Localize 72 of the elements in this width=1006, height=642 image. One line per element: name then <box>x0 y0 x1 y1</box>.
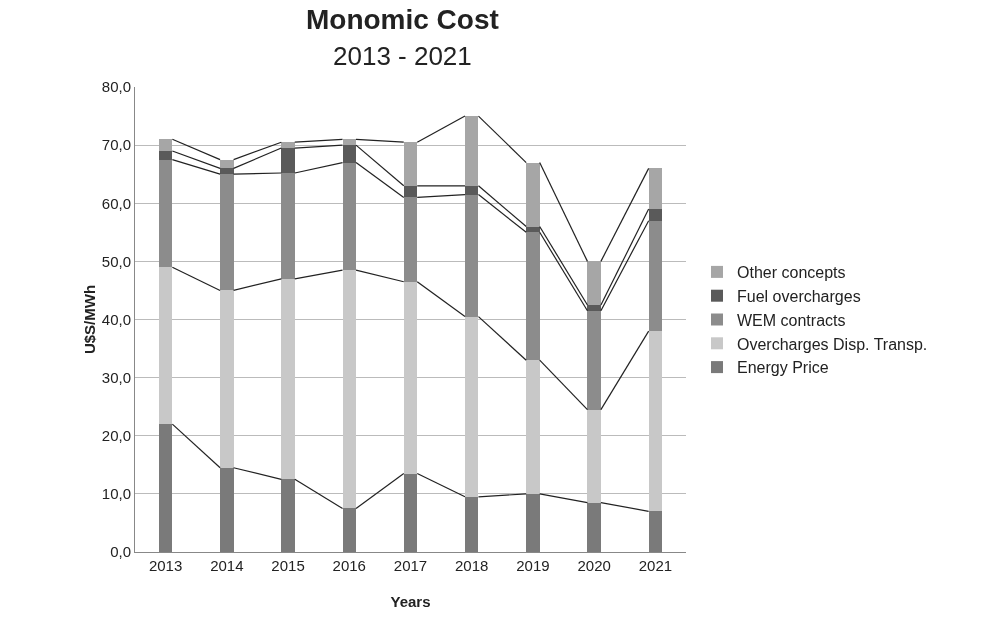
bar <box>403 185 418 198</box>
bar <box>342 508 357 552</box>
bar <box>220 168 234 175</box>
bar <box>342 162 357 271</box>
bar <box>464 116 479 186</box>
y-tick-label: 40,0 <box>101 310 131 328</box>
bar <box>526 232 540 361</box>
x-tick-label: 2016 <box>332 557 366 574</box>
bar <box>526 226 540 233</box>
x-tick-label: 2020 <box>577 557 611 574</box>
y-axis-title: U$S/MWh <box>81 284 98 355</box>
bar <box>526 493 540 552</box>
x-tick-label: 2017 <box>393 557 428 574</box>
bar <box>342 270 357 509</box>
chart-title: Monomic Cost <box>305 3 499 35</box>
x-axis-title: Years <box>390 593 431 610</box>
legend-label: Fuel overcharges <box>737 287 861 305</box>
bar <box>220 174 234 291</box>
bar <box>220 159 234 169</box>
bar <box>342 145 357 163</box>
y-tick-label: 30,0 <box>101 368 131 386</box>
legend-label: Overcharges Disp. Transp. <box>737 335 928 353</box>
bar <box>281 173 295 279</box>
bar <box>403 142 418 186</box>
bar <box>403 281 418 474</box>
bar <box>281 479 295 552</box>
x-tick-label: 2019 <box>516 557 550 574</box>
bar <box>464 194 479 317</box>
legend-label: Energy Price <box>737 359 829 377</box>
bar <box>281 148 295 174</box>
x-tick-label: 2021 <box>638 557 673 574</box>
bar <box>648 220 663 332</box>
y-tick-label: 60,0 <box>101 194 131 212</box>
x-tick-label: 2013 <box>148 557 183 574</box>
bar <box>158 159 173 268</box>
legend-label: Other concepts <box>737 264 846 282</box>
bar <box>281 278 295 480</box>
y-tick-label: 50,0 <box>101 252 131 270</box>
x-tick-label: 2018 <box>455 557 489 574</box>
bar <box>587 409 601 503</box>
bar <box>158 150 173 160</box>
bar <box>587 261 601 305</box>
y-tick-label: 0,0 <box>110 543 131 561</box>
bar <box>648 168 663 210</box>
bar <box>158 267 173 425</box>
bar <box>281 142 295 149</box>
bar <box>648 511 663 552</box>
y-tick-label: 70,0 <box>101 136 131 154</box>
bar <box>464 496 479 552</box>
x-tick-label: 2014 <box>210 557 244 574</box>
bar <box>526 360 540 494</box>
legend-label: WEM contracts <box>737 311 846 329</box>
bar <box>220 467 234 552</box>
bar <box>342 139 357 146</box>
bar <box>587 502 601 552</box>
bar <box>158 139 173 151</box>
bar <box>403 473 418 552</box>
bar <box>158 424 173 552</box>
bar <box>403 197 418 282</box>
chart-subtitle: 2013 - 2021 <box>333 41 472 72</box>
bar <box>587 304 601 311</box>
x-tick-label: 2015 <box>271 557 305 574</box>
y-tick-label: 80,0 <box>101 78 131 96</box>
bar <box>587 310 601 410</box>
bar <box>464 185 479 195</box>
bar <box>648 209 663 221</box>
y-tick-label: 10,0 <box>101 485 131 503</box>
bar <box>220 290 234 468</box>
bar <box>648 331 663 512</box>
bar <box>464 316 479 497</box>
y-tick-label: 20,0 <box>101 427 131 444</box>
bar <box>526 162 540 227</box>
